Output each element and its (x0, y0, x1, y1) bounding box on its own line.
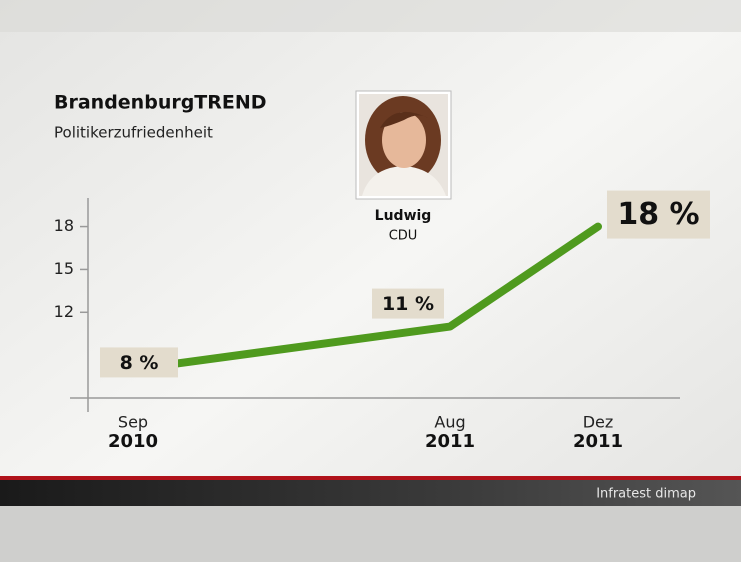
value-label-box (100, 347, 178, 378)
x-tick-year: 2010 (108, 431, 158, 452)
line (129, 222, 602, 374)
y-tick-label: 15 (54, 259, 74, 278)
y-tick-label: 18 (54, 216, 74, 235)
value-label-box (372, 288, 444, 319)
value-label-box (607, 190, 710, 239)
x-tick-month: Dez (583, 413, 614, 432)
portrait (355, 90, 452, 200)
x-tick-month: Sep (118, 413, 148, 432)
bottom-strip (0, 506, 741, 562)
chart-subtitle: Politikerzufriedenheit (54, 124, 213, 142)
x-tick-year: 2011 (425, 431, 475, 452)
source: Infratest dimap (596, 487, 696, 502)
value-label: 8 % (120, 352, 159, 374)
source-band (0, 480, 741, 506)
y-tick-label: 12 (54, 302, 74, 321)
value-label: 11 % (382, 293, 434, 315)
value-label: 18 % (617, 197, 699, 232)
person-name: Ludwig (375, 208, 432, 224)
x-tick-year: 2011 (573, 431, 623, 452)
top-strip (0, 0, 741, 32)
red-line (0, 476, 741, 480)
x-tick-month: Aug (434, 413, 465, 432)
chart-title: BrandenburgTREND (54, 92, 267, 114)
person-party: CDU (389, 229, 418, 244)
